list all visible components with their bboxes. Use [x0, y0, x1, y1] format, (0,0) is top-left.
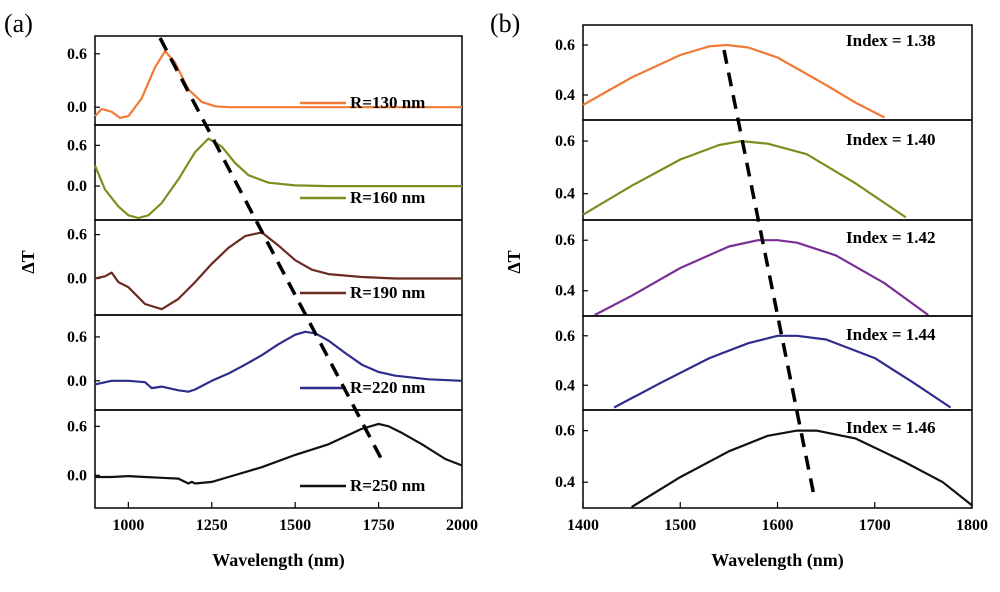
y-axis-title: ΔT	[504, 250, 524, 273]
x-tick-label: 1500	[279, 517, 311, 534]
x-tick-label: 1800	[956, 517, 988, 534]
panel-a: 0.6 0.0 R=130 nm 0.6 0.0 R=160 nm 0.6 0.0 R=190 …	[18, 35, 478, 571]
x-tick-label: 1600	[762, 517, 794, 534]
legend-label: Index = 1.40	[846, 130, 936, 149]
legend-label: R=190 nm	[350, 283, 425, 302]
legend-label: Index = 1.46	[846, 418, 936, 437]
y-axis-title: ΔT	[18, 250, 38, 273]
y-tick-label: 0.6	[555, 232, 575, 249]
panel-label-b: (b)	[490, 9, 520, 38]
x-tick-label: 1500	[664, 517, 696, 534]
panel-label-a: (a)	[4, 9, 33, 38]
y-tick-label: 0.0	[67, 373, 87, 390]
series-line	[631, 429, 973, 508]
legend-label: R=160 nm	[350, 188, 425, 207]
y-tick-label: 0.0	[67, 270, 87, 287]
y-tick-label: 0.6	[67, 418, 87, 435]
x-tick-label: 1000	[112, 517, 144, 534]
x-tick-label: 1250	[196, 517, 228, 534]
y-tick-label: 0.6	[555, 328, 575, 345]
legend-label: R=130 nm	[350, 93, 425, 112]
series-line	[613, 334, 952, 409]
x-tick-label: 1700	[859, 517, 891, 534]
y-tick-label: 0.0	[67, 99, 87, 116]
legend-label: Index = 1.44	[846, 325, 936, 344]
legend-label: R=250 nm	[350, 476, 425, 495]
series-line	[94, 330, 463, 393]
y-tick-label: 0.4	[555, 283, 575, 300]
x-tick-label: 2000	[446, 517, 478, 534]
y-tick-label: 0.6	[67, 227, 87, 244]
x-axis-title: Wavelength (nm)	[711, 550, 844, 571]
y-tick-label: 0.4	[555, 186, 575, 203]
legend-label: Index = 1.38	[846, 31, 936, 50]
y-tick-label: 0.6	[67, 46, 87, 63]
y-tick-label: 0.6	[67, 329, 87, 346]
series-line	[94, 231, 462, 311]
subplot-frame	[94, 409, 463, 509]
y-tick-label: 0.6	[555, 37, 575, 54]
y-tick-label: 0.0	[67, 178, 87, 195]
series-line	[94, 49, 462, 120]
y-tick-label: 0.4	[555, 474, 575, 491]
y-tick-label: 0.6	[555, 423, 575, 440]
series-line	[582, 43, 886, 119]
panel-b: 0.6 0.4 Index = 1.38 0.6 0.4 Index = 1.40 0.6 0…	[504, 24, 988, 571]
legend-label: Index = 1.42	[846, 228, 936, 247]
y-tick-label: 0.4	[555, 87, 575, 104]
x-tick-label: 1750	[363, 517, 395, 534]
y-tick-label: 0.4	[555, 377, 575, 394]
series-line	[93, 137, 462, 220]
x-axis-title: Wavelength (nm)	[212, 550, 345, 571]
y-tick-label: 0.0	[67, 467, 87, 484]
y-tick-label: 0.6	[555, 133, 575, 150]
series-line	[95, 422, 463, 485]
y-tick-label: 0.6	[67, 137, 87, 154]
trend-dashed-line	[158, 37, 384, 461]
x-tick-label: 1400	[567, 517, 599, 534]
legend-label: R=220 nm	[350, 378, 425, 397]
trend-dashed-line	[722, 49, 817, 499]
series-line	[594, 239, 929, 316]
